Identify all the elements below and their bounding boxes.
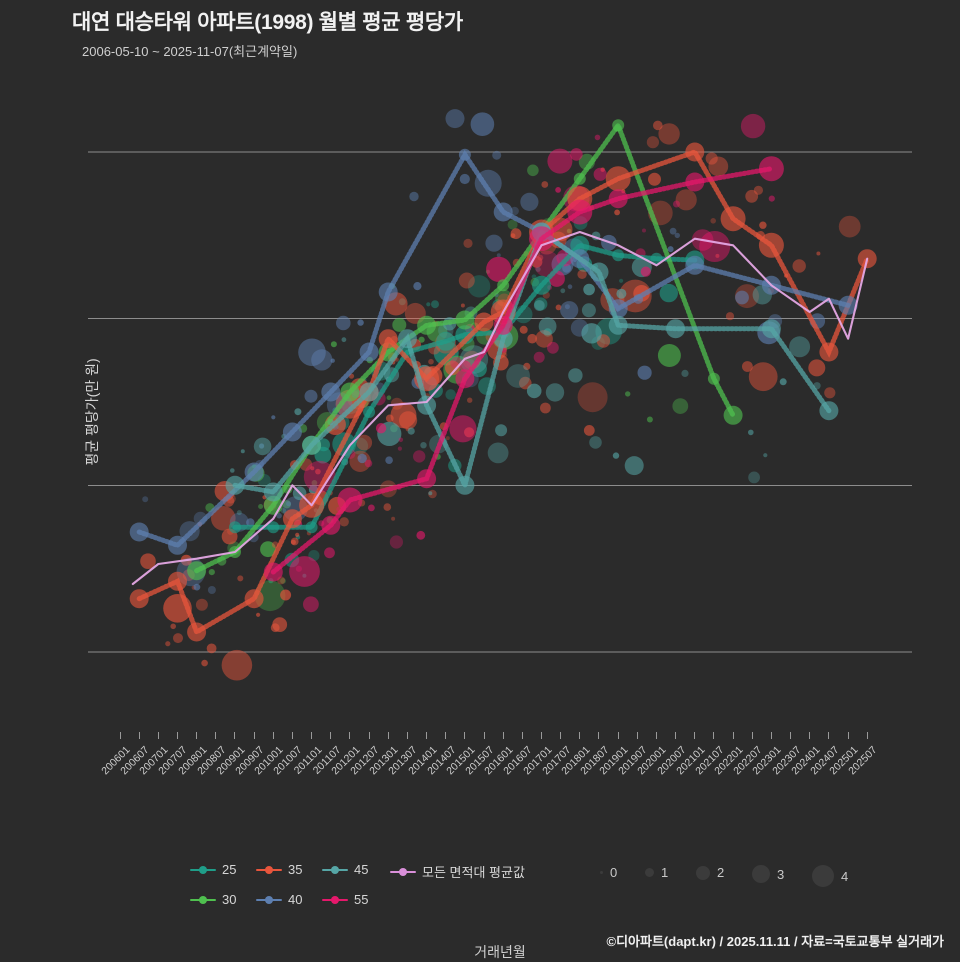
x-tick-mark — [426, 732, 428, 739]
legend-size-bubble-icon — [812, 865, 834, 887]
x-tick-mark — [464, 732, 466, 739]
x-tick-mark — [387, 732, 389, 739]
x-tick-mark — [713, 732, 715, 739]
legend-item-25[interactable]: 25 — [190, 862, 236, 877]
x-tick-mark — [272, 732, 274, 739]
page-title: 대연 대승타워 아파트(1998) 월별 평균 평당가 — [72, 11, 463, 34]
legend-item-35[interactable]: 35 — [256, 862, 302, 877]
x-tick-mark — [828, 732, 830, 739]
legend-label: 25 — [222, 862, 237, 877]
x-tick-mark — [732, 732, 734, 739]
legend-size-bubble-icon — [645, 868, 654, 877]
x-tick-mark — [655, 732, 657, 739]
plot-area: 2505007501000 20060120060720070120070720… — [84, 109, 912, 960]
x-tick-mark — [560, 732, 562, 739]
x-tick-mark — [809, 732, 811, 739]
footer-credit: ©디아파트(dapt.kr) / 2025.11.11 / 자료=국토교통부 실… — [606, 934, 944, 949]
x-tick-mark — [483, 732, 485, 739]
legend-label: 30 — [222, 892, 237, 907]
legend-size-0: 0 — [600, 865, 617, 880]
legend-size-2: 2 — [696, 865, 724, 880]
x-tick-mark — [119, 732, 121, 739]
legend-label: 45 — [354, 862, 369, 877]
legend-label: 55 — [354, 892, 369, 907]
x-tick-mark — [311, 732, 313, 739]
legend-size-label: 3 — [777, 866, 785, 882]
legend-size-label: 0 — [610, 865, 618, 880]
x-tick-mark — [445, 732, 447, 739]
x-tick-mark — [215, 732, 217, 739]
x-tick-mark — [253, 732, 255, 739]
x-tick-mark — [521, 732, 523, 739]
x-tick-mark — [196, 732, 198, 739]
series-25 — [229, 235, 705, 534]
legend-label: 모든 면적대 평균값 — [422, 865, 525, 880]
x-tick-mark — [790, 732, 792, 739]
x-tick-mark — [138, 732, 140, 739]
y-axis-label: 평균 평당가(만 원) — [84, 358, 100, 466]
chart-legend: 25 30 35 40 45 55 모든 면적대 평균값 0 1 2 3 4 — [0, 862, 960, 922]
series-45 — [225, 222, 839, 502]
gridlines — [88, 151, 912, 653]
legend-item-모든-면적대-평균값[interactable]: 모든 면적대 평균값 — [390, 862, 525, 881]
x-tick-mark — [502, 732, 504, 739]
legend-item-55[interactable]: 55 — [322, 892, 368, 907]
plot-svg — [88, 109, 912, 681]
x-tick-mark — [675, 732, 677, 739]
x-tick-mark — [694, 732, 696, 739]
x-tick-mark — [406, 732, 408, 739]
x-tick-mark — [636, 732, 638, 739]
x-tick-mark — [368, 732, 370, 739]
x-tick-mark — [349, 732, 351, 739]
x-tick-mark — [234, 732, 236, 739]
legend-swatch-icon — [322, 894, 348, 906]
x-tick-mark — [770, 732, 772, 739]
legend-swatch-icon — [256, 894, 282, 906]
legend-size-3: 3 — [752, 865, 784, 883]
legend-size-label: 2 — [717, 865, 725, 880]
series-모든 면적대 평균값 — [131, 230, 869, 586]
legend-item-45[interactable]: 45 — [322, 862, 368, 877]
legend-size-1: 1 — [645, 865, 668, 880]
legend-label: 35 — [288, 862, 303, 877]
legend-size-4: 4 — [812, 865, 848, 887]
x-tick-mark — [751, 732, 753, 739]
x-tick-mark — [579, 732, 581, 739]
legend-item-40[interactable]: 40 — [256, 892, 302, 907]
legend-size-label: 1 — [661, 865, 669, 880]
legend-swatch-icon — [256, 864, 282, 876]
x-tick-mark — [541, 732, 542, 739]
chart-subtitle: 2006-05-10 ~ 2025-11-07(최근계약일) — [82, 44, 298, 59]
legend-swatch-icon — [190, 894, 216, 906]
x-tick-mark — [157, 732, 159, 739]
series-55 — [263, 156, 784, 582]
x-tick-mark — [847, 732, 849, 739]
x-tick-mark — [330, 732, 332, 739]
legend-size-bubble-icon — [752, 865, 770, 883]
x-tick-mark — [176, 732, 178, 739]
legend-label: 40 — [288, 892, 303, 907]
legend-swatch-icon — [322, 864, 348, 876]
legend-size-bubble-icon — [696, 865, 710, 880]
legend-swatch-icon — [190, 864, 216, 876]
legend-item-30[interactable]: 30 — [190, 892, 236, 907]
x-tick-mark — [291, 732, 293, 739]
x-tick-mark — [866, 732, 868, 739]
x-tick-mark — [598, 732, 600, 739]
legend-size-bubble-icon — [600, 871, 603, 874]
x-axis-label: 거래년월 — [474, 944, 526, 960]
legend-size-label: 4 — [841, 868, 849, 884]
legend-swatch-icon — [390, 866, 416, 878]
x-tick-mark — [617, 732, 619, 739]
